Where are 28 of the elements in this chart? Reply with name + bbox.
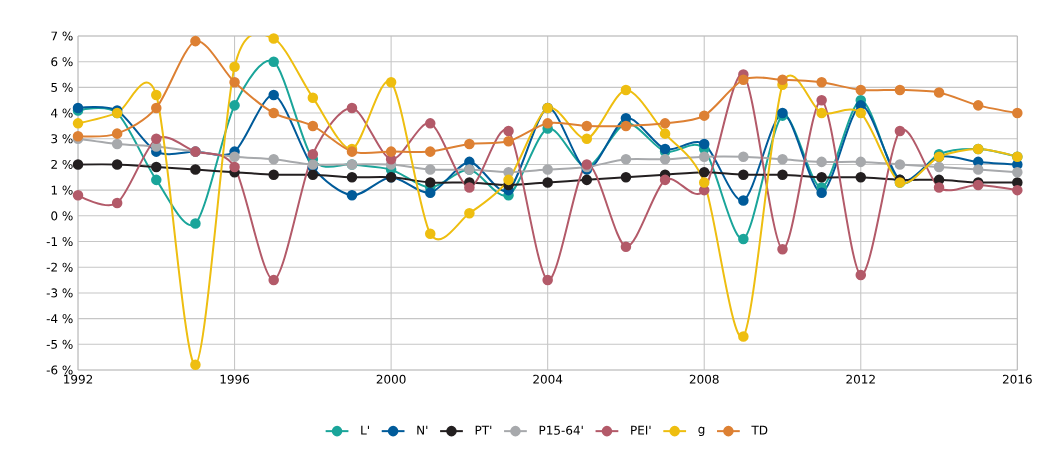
y-tick-label: -2 % [46,262,73,272]
y-tick-label: 2 % [51,159,73,169]
legend-label: PEI' [631,425,651,435]
y-tick-label: 5 % [51,82,73,92]
x-tick-label: 2012 [846,374,875,384]
x-tick-label: 2008 [689,374,719,384]
y-tick-label: -6 % [46,365,73,375]
x-tick-label: 2004 [533,374,563,384]
legend-label: P15-64' [539,425,583,435]
y-tick-label: 6 % [51,57,73,67]
y-tick-label: -5 % [46,339,73,349]
y-tick-label: 3 % [51,134,73,144]
y-tick-label: 1 % [51,185,73,195]
y-tick-label: 0 % [51,211,73,221]
y-tick-label: -4 % [46,314,73,324]
legend-label: g [698,426,705,436]
legend-label: PT' [475,425,492,435]
legend-label: N' [417,425,428,435]
legend-label: L' [361,425,369,435]
y-tick-label: -3 % [46,288,73,298]
y-tick-label: 4 % [51,108,73,118]
legend-label: TD [751,425,768,435]
x-tick-label: 2016 [1002,374,1032,384]
x-tick-label: 1996 [220,374,250,384]
x-tick-label: 2000 [376,374,406,384]
y-tick-label: -1 % [46,236,73,247]
x-tick-label: 1992 [64,374,93,384]
y-tick-label: 7 % [51,31,73,41]
